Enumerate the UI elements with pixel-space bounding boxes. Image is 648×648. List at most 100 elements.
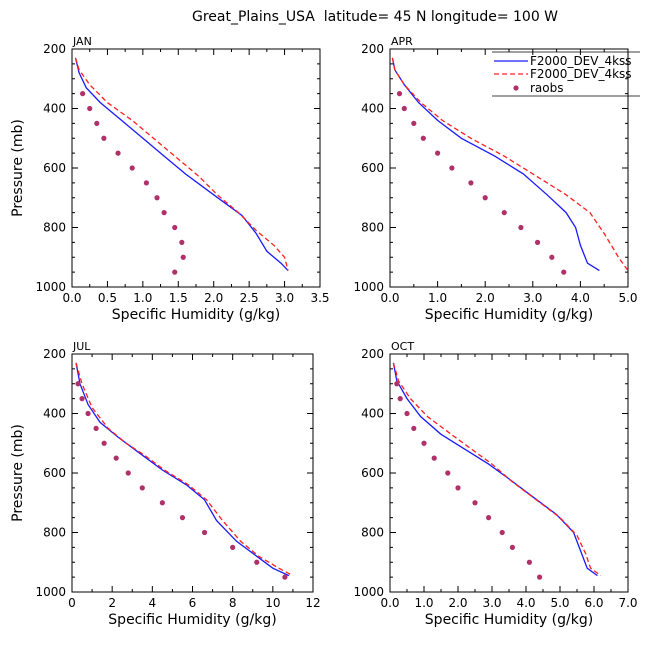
y-tick-label: 1000 (353, 585, 384, 599)
x-tick-label: 12 (305, 596, 320, 610)
x-tick-label: 0.0 (62, 291, 81, 305)
raobs-point (93, 425, 99, 431)
raobs-point (79, 396, 85, 402)
y-tick-label: 400 (43, 407, 66, 421)
plot-frame (71, 48, 321, 288)
x-tick-label: 2 (108, 596, 116, 610)
raobs-point (85, 410, 91, 417)
raobs-point (404, 410, 410, 417)
plot-frame (389, 48, 629, 288)
raobs-point (561, 269, 567, 275)
raobs-point (87, 105, 93, 112)
raobs-point (230, 544, 236, 550)
y-tick-label: 600 (361, 466, 384, 480)
x-tick-label: 4.0 (571, 291, 590, 305)
panels: JAN 0.0 0.5 1.0 1.5 2.0 2.5 3.0 3.5 200 400 600 800 1… (10, 35, 638, 628)
y-tick-label: 1000 (35, 585, 66, 599)
raobs-point (113, 455, 119, 461)
raobs-point (397, 396, 403, 402)
panel-label: JAN (72, 35, 92, 48)
raobs-point (411, 425, 417, 431)
x-tick-label: 3.0 (482, 596, 501, 610)
legend-label: F2000_DEV_4kss (530, 54, 632, 68)
raobs-point (101, 440, 107, 446)
legend-label: F2000_DEV_4kss (530, 67, 632, 81)
raobs-point (394, 381, 400, 387)
x-tick-label: 4 (149, 596, 157, 610)
raobs-point (534, 239, 541, 245)
x-tick-label: 4.0 (516, 596, 535, 610)
raobs-point (180, 254, 186, 260)
raobs-point (501, 210, 507, 216)
raobs-point (486, 515, 492, 521)
y-tick-label: 600 (361, 161, 384, 175)
raobs-point (518, 224, 524, 231)
series-line-dashed (391, 57, 629, 271)
raobs-point (472, 500, 478, 506)
x-tick-label: 2.5 (240, 291, 259, 305)
x-tick-label: 2.0 (204, 291, 223, 305)
panel-label: JUL (72, 340, 91, 353)
raobs-point (509, 544, 515, 550)
x-tick-label: 0.0 (380, 291, 399, 305)
x-tick-label: 3.0 (523, 291, 542, 305)
x-axis-label: Specific Humidity (g/kg) (112, 307, 280, 323)
raobs-point (159, 500, 165, 506)
raobs-point (401, 105, 407, 112)
series-line-solid (75, 362, 290, 577)
x-tick-label: 3.5 (310, 291, 329, 305)
raobs-point (449, 165, 455, 171)
y-axis-label: Pressure (mb) (10, 424, 26, 522)
raobs-point (254, 559, 260, 565)
raobs-point (396, 91, 403, 97)
raobs-point (445, 470, 451, 476)
series-line-dashed (74, 57, 289, 271)
series-line-solid (391, 57, 600, 272)
raobs-point (435, 150, 441, 156)
x-tick-label: 8 (229, 596, 237, 610)
raobs-point (80, 91, 86, 97)
y-tick-label: 400 (361, 102, 384, 116)
y-tick-label: 400 (43, 102, 66, 116)
raobs-point (139, 485, 145, 491)
legend-label: raobs (530, 81, 564, 95)
x-tick-label: 5.0 (550, 596, 569, 610)
figure-title: Great_Plains_USA latitude= 45 N longitud… (192, 9, 558, 25)
x-axis-label: Specific Humidity (g/kg) (108, 612, 276, 628)
plot-frame (389, 353, 629, 593)
raobs-point (526, 559, 533, 565)
panel-apr: APR 0.0 1.0 2.0 3.0 4.0 5.0 200 400 600 800 1000 Spe… (353, 35, 637, 323)
x-tick-label: 6 (189, 596, 197, 610)
x-tick-label: 3.0 (275, 291, 294, 305)
x-tick-label: 5.0 (618, 291, 637, 305)
raobs-point (411, 120, 417, 126)
x-tick-label: 6.0 (584, 596, 603, 610)
raobs-point (75, 381, 81, 387)
y-tick-label: 200 (43, 347, 66, 361)
y-tick-label: 800 (361, 526, 384, 540)
raobs-point (431, 455, 437, 461)
series-line-solid (74, 57, 289, 272)
raobs-point (172, 269, 178, 275)
series-line-dashed (75, 362, 294, 577)
raobs-point (172, 224, 178, 231)
x-tick-label: 0.5 (98, 291, 117, 305)
panel-jan: JAN 0.0 0.5 1.0 1.5 2.0 2.5 3.0 3.5 200 400 600 800 1… (10, 35, 330, 323)
raobs-point (282, 574, 288, 580)
raobs-point (161, 210, 167, 216)
x-tick-label: 1.0 (133, 291, 152, 305)
y-tick-label: 1000 (353, 280, 384, 294)
panel-oct: OCT 0.0 1.0 2.0 3.0 4.0 5.0 6.0 7.0 200 400 600 800 1… (353, 340, 637, 628)
raobs-point (421, 440, 427, 446)
y-tick-label: 1000 (35, 280, 66, 294)
x-tick-label: 1.0 (414, 596, 433, 610)
y-tick-label: 600 (43, 466, 66, 480)
series-line-dashed (392, 362, 602, 577)
raobs-point (455, 485, 461, 491)
y-tick-label: 800 (43, 526, 66, 540)
raobs-point (499, 529, 505, 536)
raobs-point (129, 165, 135, 171)
raobs-point (179, 239, 185, 245)
y-axis-label: Pressure (mb) (10, 119, 26, 217)
